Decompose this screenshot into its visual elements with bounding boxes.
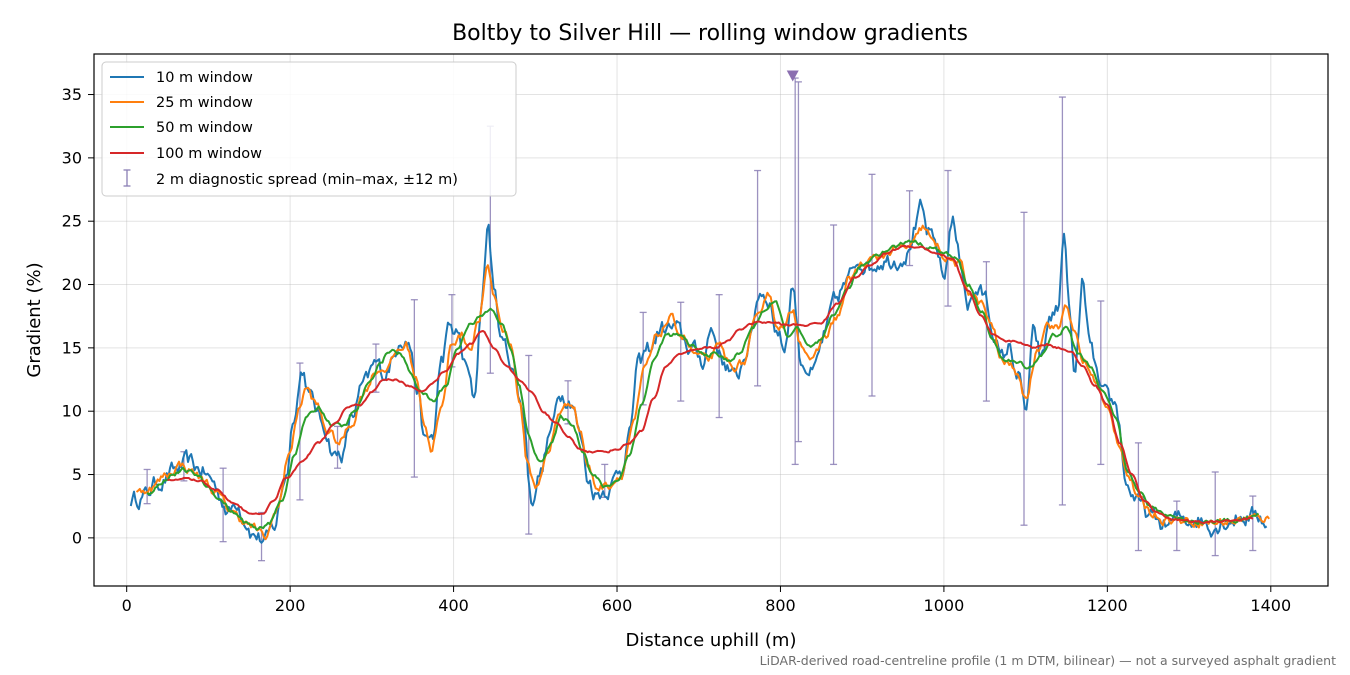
clipped-marker: [786, 70, 799, 82]
errorbar: [525, 354, 533, 535]
x-tick-label: 1200: [1087, 596, 1128, 615]
x-tick-label: 1400: [1250, 596, 1291, 615]
legend-box: [101, 61, 517, 197]
x-tick-label: 1000: [924, 596, 965, 615]
x-tick-label: 400: [438, 596, 469, 615]
errorbar: [1173, 500, 1181, 552]
y-tick-label: 30: [62, 148, 82, 167]
errorbar: [334, 425, 342, 469]
errorbar: [868, 173, 876, 397]
legend-label-25m: 25 m window: [156, 95, 253, 111]
errorbar: [944, 169, 952, 307]
errorbar: [830, 224, 838, 466]
footnote: LiDAR-derived road-centreline profile (1…: [760, 653, 1336, 668]
y-tick-label: 25: [62, 212, 82, 231]
x-tick-label: 200: [275, 596, 306, 615]
errorbar: [677, 301, 685, 402]
errorbar: [754, 169, 762, 387]
legend-label-50m: 50 m window: [156, 120, 253, 136]
plot-area: [129, 70, 1270, 562]
y-tick-label: 5: [72, 465, 82, 484]
y-axis: 0 5 10 15 20 25 30 35: [62, 85, 94, 547]
errorbar: [906, 190, 914, 267]
errorbar: [794, 81, 802, 443]
errorbar: [1249, 495, 1257, 552]
y-tick-label: 10: [62, 402, 82, 421]
x-tick-label: 600: [602, 596, 633, 615]
x-axis: 0 200 400 600 800 1000 1200 1400: [122, 586, 1291, 615]
y-tick-label: 35: [62, 85, 82, 104]
legend-label-errorbar: 2 m diagnostic spread (min–max, ±12 m): [156, 172, 458, 188]
errorbar: [1020, 211, 1028, 526]
y-axis-label: Gradient (%): [24, 262, 45, 377]
series-line-2: [146, 239, 1260, 531]
chart-title: Boltby to Silver Hill — rolling window g…: [452, 21, 968, 46]
errorbar: [1211, 471, 1219, 557]
legend: 10 m window 25 m window 50 m window 100 …: [101, 61, 517, 197]
errorbar: [1097, 300, 1105, 466]
legend-label-10m: 10 m window: [156, 70, 253, 86]
errorbar: [143, 468, 151, 505]
series-line-3: [167, 244, 1254, 525]
plot-frame: [93, 53, 1329, 587]
errorbar: [982, 261, 990, 402]
x-tick-label: 800: [765, 596, 796, 615]
errorbar: [1058, 96, 1066, 506]
series-line-0: [129, 198, 1268, 544]
y-tick-label: 15: [62, 338, 82, 357]
x-tick-label: 0: [122, 596, 132, 615]
y-tick-label: 20: [62, 275, 82, 294]
legend-swatch-errorbar: [123, 169, 131, 187]
errorbar: [219, 467, 227, 543]
legend-label-100m: 100 m window: [156, 146, 262, 162]
y-tick-label: 0: [72, 528, 82, 547]
errorbar: [791, 77, 799, 466]
x-axis-label: Distance uphill (m): [626, 630, 797, 651]
